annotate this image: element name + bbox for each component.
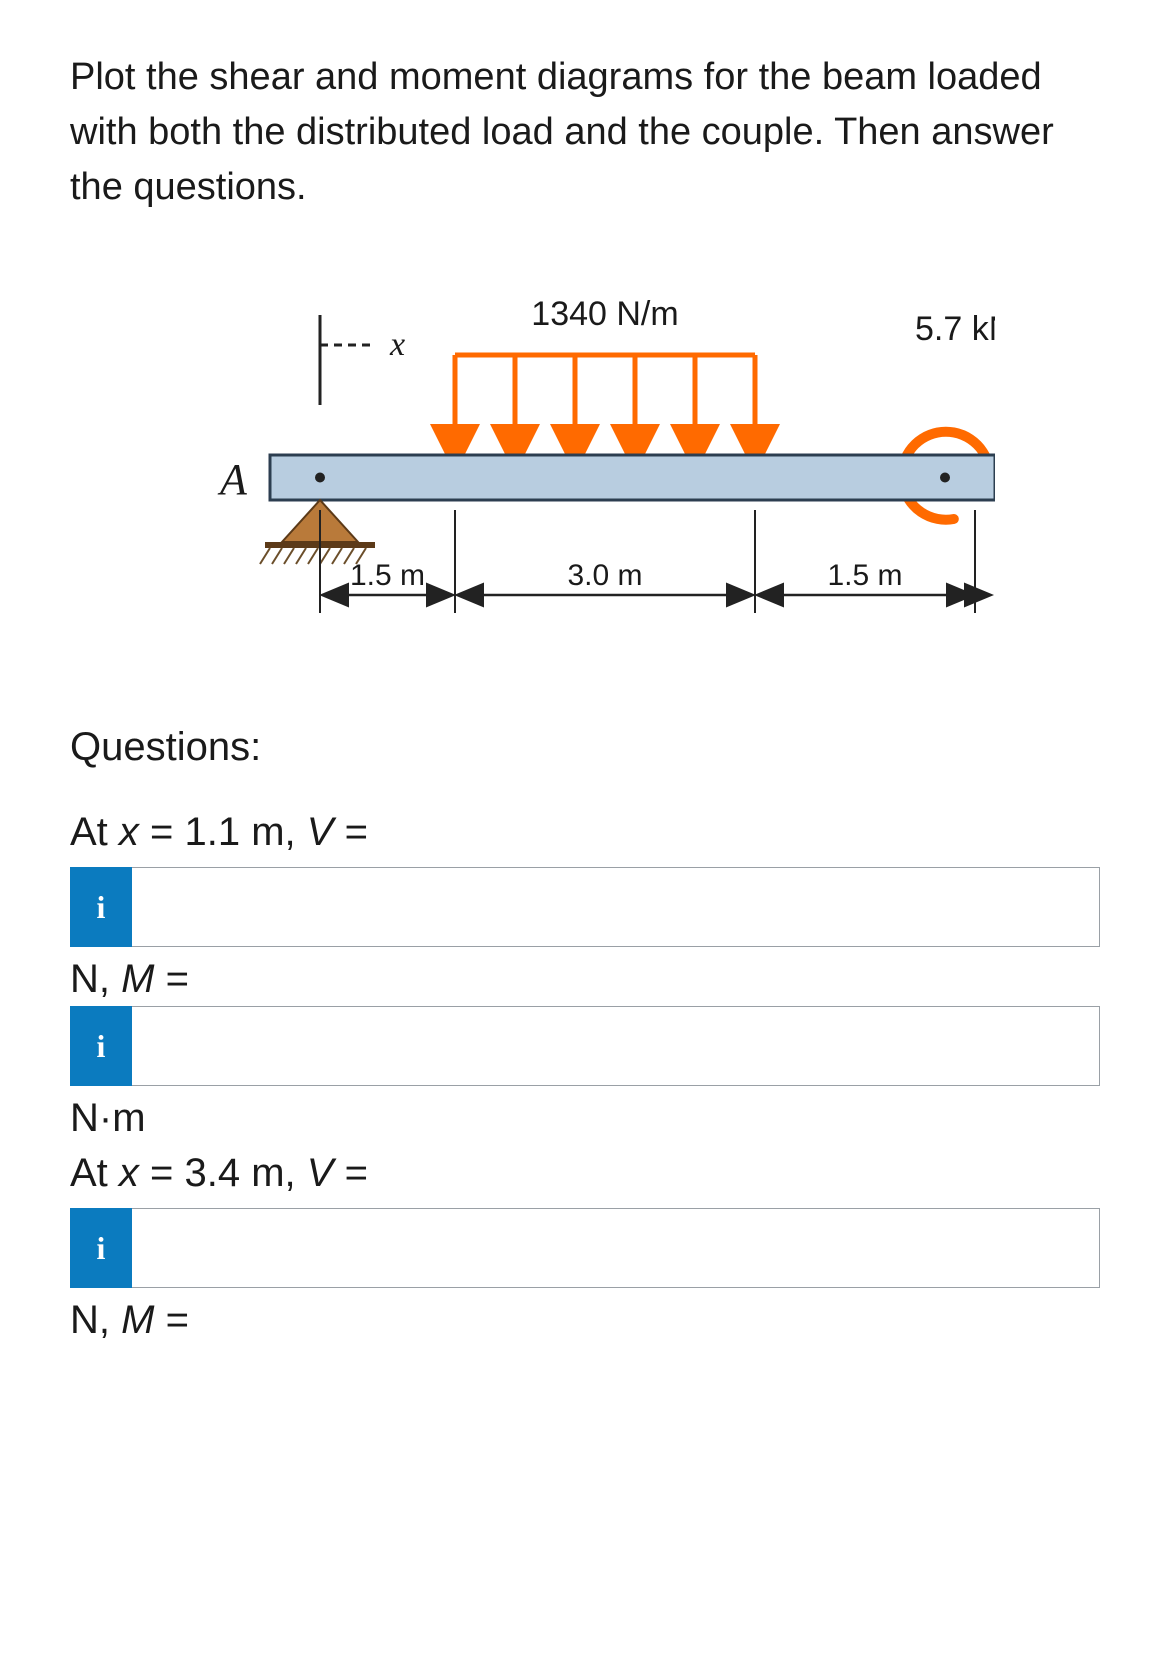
unit-label-3: N, M = — [70, 1298, 1100, 1343]
info-icon[interactable]: i — [70, 1006, 132, 1086]
problem-statement: Plot the shear and moment diagrams for t… — [70, 50, 1100, 215]
svg-text:x: x — [389, 326, 405, 363]
unit-label-2: N·m — [70, 1096, 1100, 1141]
svg-text:1340 N/m: 1340 N/m — [531, 295, 678, 333]
svg-text:1.5 m: 1.5 m — [350, 559, 425, 592]
beam-diagram: x 1340 N/m 5.7 kN· A 1.5 m 3.0 m 1.5 m — [70, 275, 1100, 655]
svg-text:1.5 m: 1.5 m — [827, 559, 902, 592]
svg-text:A: A — [217, 455, 248, 504]
answer-input-v-1p1[interactable] — [132, 867, 1100, 947]
answer-row-3: i — [70, 1208, 1100, 1288]
info-icon[interactable]: i — [70, 867, 132, 947]
answer-row-1: i — [70, 867, 1100, 947]
answer-input-v-3p4[interactable] — [132, 1208, 1100, 1288]
question-1-prompt: At x = 1.1 m, V = — [70, 810, 1100, 855]
unit-label-1: N, M = — [70, 957, 1100, 1002]
answer-input-m-1p1[interactable] — [132, 1006, 1100, 1086]
answer-row-2: i — [70, 1006, 1100, 1086]
beam-svg: x 1340 N/m 5.7 kN· A 1.5 m 3.0 m 1.5 m — [175, 275, 995, 655]
info-icon[interactable]: i — [70, 1208, 132, 1288]
svg-text:5.7 kN·: 5.7 kN· — [915, 310, 995, 348]
svg-text:3.0 m: 3.0 m — [567, 559, 642, 592]
question-2-prompt: At x = 3.4 m, V = — [70, 1151, 1100, 1196]
questions-heading: Questions: — [70, 725, 1100, 770]
